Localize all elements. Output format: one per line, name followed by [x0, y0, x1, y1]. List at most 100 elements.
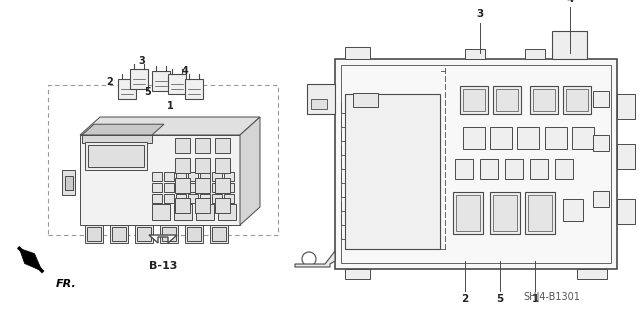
- Text: SHJ4-B1301: SHJ4-B1301: [523, 292, 580, 302]
- Bar: [87, 227, 101, 241]
- Bar: [152, 172, 162, 181]
- Bar: [353, 93, 378, 107]
- Polygon shape: [80, 117, 260, 135]
- Bar: [195, 158, 210, 173]
- Bar: [215, 138, 230, 153]
- Bar: [175, 158, 190, 173]
- Bar: [160, 225, 178, 243]
- Polygon shape: [82, 135, 152, 143]
- Bar: [185, 225, 203, 243]
- Bar: [65, 176, 73, 190]
- Bar: [517, 127, 539, 149]
- Polygon shape: [82, 124, 164, 135]
- Bar: [456, 195, 480, 231]
- Bar: [118, 79, 136, 99]
- Bar: [188, 172, 198, 181]
- Bar: [164, 194, 174, 203]
- Bar: [577, 269, 607, 279]
- Bar: [533, 89, 555, 111]
- Polygon shape: [19, 249, 42, 271]
- Text: FR.: FR.: [56, 279, 77, 289]
- Text: 5: 5: [497, 294, 504, 304]
- Bar: [311, 99, 327, 109]
- Bar: [490, 127, 512, 149]
- Bar: [218, 204, 236, 220]
- Bar: [48, 85, 278, 235]
- Polygon shape: [240, 117, 260, 225]
- Bar: [593, 91, 609, 107]
- Polygon shape: [552, 31, 587, 59]
- Bar: [195, 198, 210, 213]
- Bar: [152, 194, 162, 203]
- Bar: [212, 194, 222, 203]
- Bar: [555, 159, 573, 179]
- Bar: [480, 159, 498, 179]
- Bar: [617, 94, 635, 119]
- Bar: [195, 138, 210, 153]
- Bar: [200, 172, 210, 181]
- Bar: [566, 89, 588, 111]
- Polygon shape: [149, 235, 177, 243]
- Bar: [345, 47, 370, 59]
- Bar: [530, 159, 548, 179]
- Bar: [505, 159, 523, 179]
- Text: 2: 2: [461, 294, 468, 304]
- Bar: [345, 94, 440, 249]
- Bar: [175, 138, 190, 153]
- Bar: [200, 183, 210, 192]
- Bar: [465, 49, 485, 59]
- Bar: [525, 192, 555, 234]
- Text: B-13: B-13: [149, 261, 177, 271]
- Bar: [463, 89, 485, 111]
- Bar: [224, 172, 234, 181]
- Polygon shape: [295, 251, 335, 267]
- Bar: [85, 225, 103, 243]
- Bar: [617, 144, 635, 169]
- Text: 2: 2: [107, 77, 113, 87]
- Bar: [215, 178, 230, 193]
- Bar: [137, 227, 151, 241]
- Bar: [215, 198, 230, 213]
- Bar: [545, 127, 567, 149]
- Bar: [164, 183, 174, 192]
- Bar: [152, 204, 170, 220]
- Text: 5: 5: [145, 87, 152, 97]
- Bar: [528, 195, 552, 231]
- Bar: [563, 86, 591, 114]
- Bar: [224, 183, 234, 192]
- Bar: [212, 183, 222, 192]
- Bar: [460, 86, 488, 114]
- Bar: [215, 158, 230, 173]
- Bar: [162, 227, 176, 241]
- Bar: [176, 194, 186, 203]
- Bar: [176, 183, 186, 192]
- Bar: [85, 142, 147, 170]
- Bar: [525, 49, 545, 59]
- Polygon shape: [80, 135, 240, 225]
- Bar: [188, 183, 198, 192]
- Bar: [493, 195, 517, 231]
- Bar: [493, 86, 521, 114]
- Bar: [196, 204, 214, 220]
- Bar: [112, 227, 126, 241]
- Text: 4: 4: [182, 66, 188, 76]
- Text: 3: 3: [476, 9, 484, 19]
- Bar: [185, 79, 203, 99]
- Bar: [335, 59, 617, 269]
- Bar: [453, 192, 483, 234]
- Bar: [530, 86, 558, 114]
- Text: 1: 1: [166, 101, 173, 111]
- Bar: [341, 65, 611, 263]
- Bar: [130, 69, 148, 89]
- Bar: [210, 225, 228, 243]
- Bar: [135, 225, 153, 243]
- Bar: [152, 71, 170, 91]
- Bar: [307, 84, 335, 114]
- Text: 3: 3: [139, 56, 145, 66]
- Bar: [455, 159, 473, 179]
- Bar: [187, 227, 201, 241]
- Bar: [593, 135, 609, 151]
- Polygon shape: [80, 117, 260, 225]
- Bar: [174, 204, 192, 220]
- Bar: [572, 127, 594, 149]
